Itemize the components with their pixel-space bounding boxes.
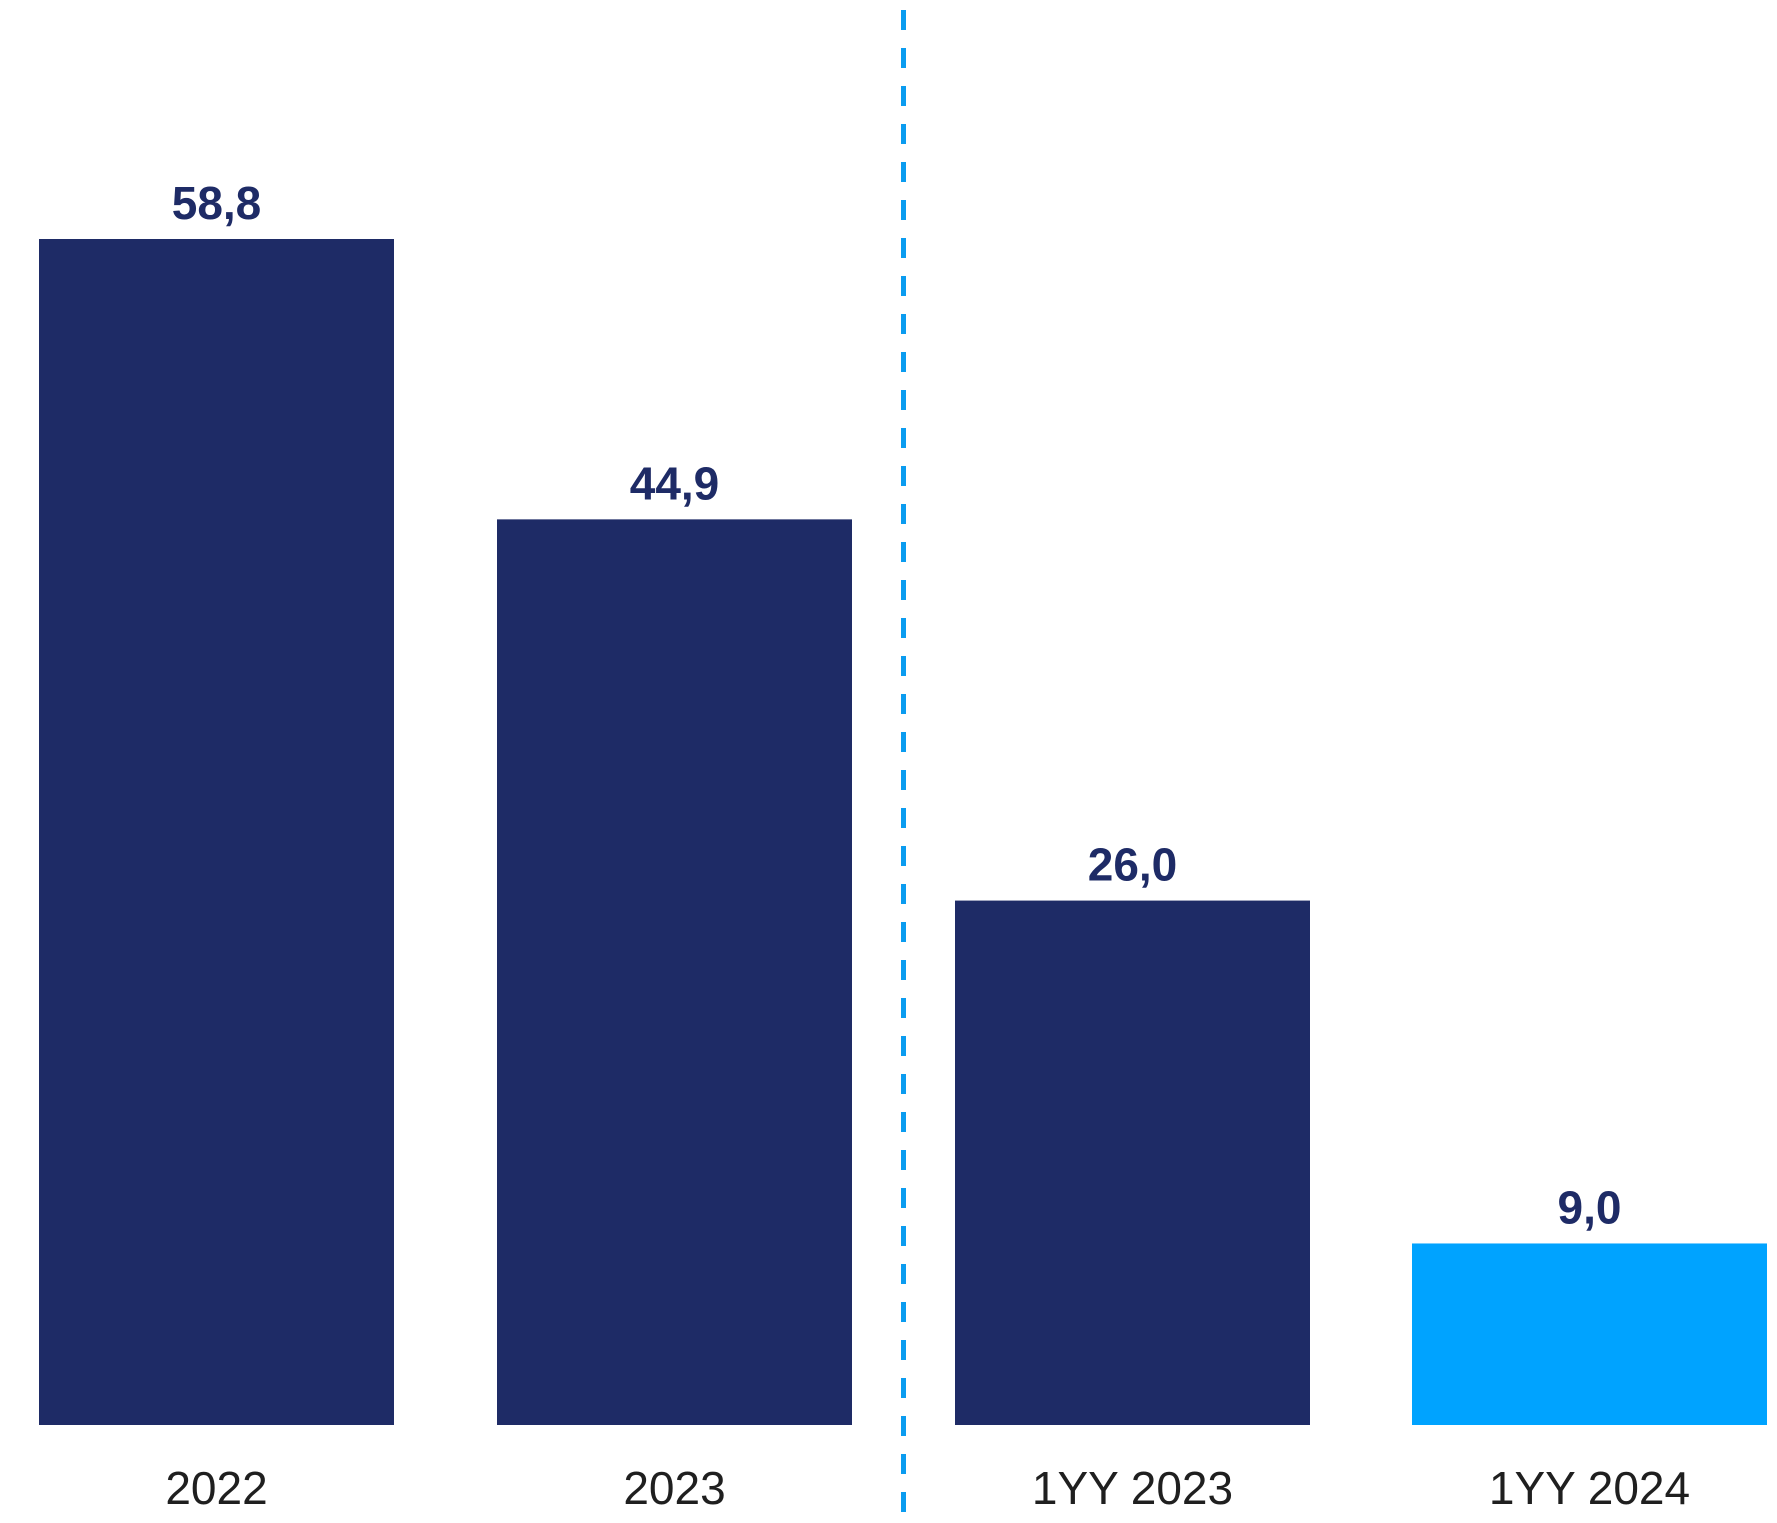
bar-1yy-2024	[1412, 1243, 1767, 1425]
value-label-2023: 44,9	[630, 457, 720, 509]
bar-2023	[497, 519, 852, 1425]
bar-1yy-2023	[955, 900, 1310, 1425]
bar-2022	[39, 239, 394, 1425]
x-tick-label-2022: 2022	[165, 1462, 267, 1514]
value-labels-group: 58,8 44,9 26,0 9,0	[172, 177, 1622, 1233]
value-label-1yy-2024: 9,0	[1558, 1181, 1622, 1233]
bars-group	[39, 239, 1767, 1425]
x-tick-label-1yy-2023: 1YY 2023	[1032, 1462, 1233, 1514]
value-label-2022: 58,8	[172, 177, 262, 229]
value-label-1yy-2023: 26,0	[1088, 839, 1178, 891]
x-tick-label-1yy-2024: 1YY 2024	[1489, 1462, 1690, 1514]
x-tick-label-2023: 2023	[623, 1462, 725, 1514]
x-tick-labels-group: 2022 2023 1YY 2023 1YY 2024	[165, 1462, 1690, 1514]
